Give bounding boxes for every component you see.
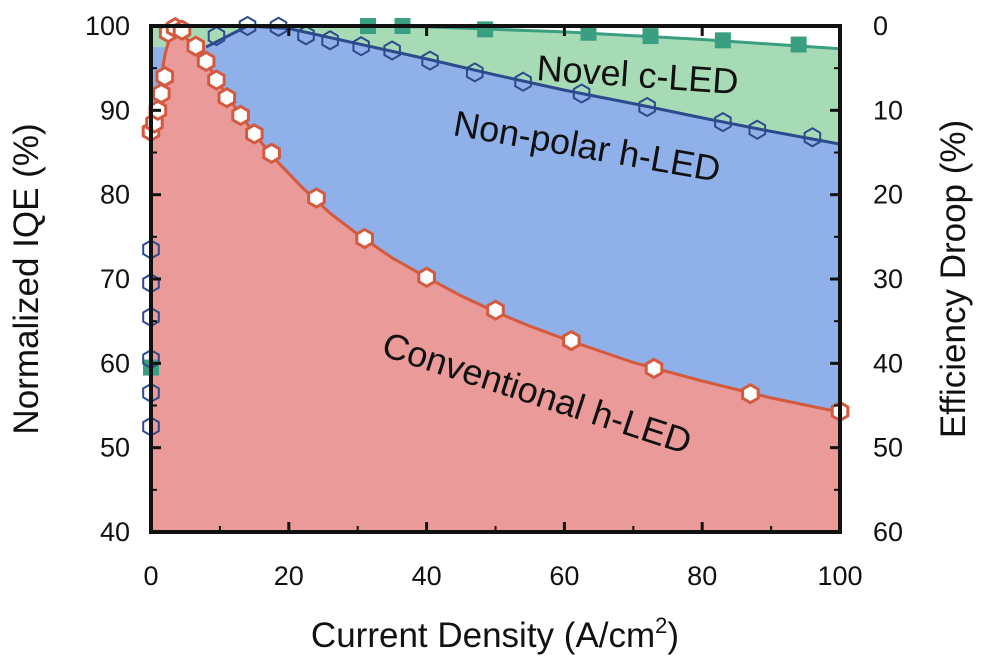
marker-series2-12 [231,104,250,127]
marker-series2-10 [207,69,226,91]
marker-series2-8 [186,35,206,57]
area-conventional-h-led [151,29,840,533]
y2-tick-label-1: 50 [873,433,903,463]
marker-series1-20 [803,127,822,148]
marker-series2-4 [155,65,175,88]
y2-tick-label-2: 40 [873,348,903,378]
marker-series0-4 [580,24,597,41]
marker-series0-3 [477,21,494,38]
marker-series2-7 [172,19,192,41]
marker-series1-8 [269,16,288,37]
y-tick-label-6: 100 [85,11,130,41]
marker-series2-14 [262,142,281,165]
x-tick-label-0: 0 [143,561,158,591]
x-tick-label-2: 40 [412,561,442,591]
marker-series2-21 [741,382,760,405]
y2-tick-label-5: 10 [873,95,903,125]
marker-series1-19 [748,119,767,140]
y-tick-label-1: 50 [100,433,130,463]
marker-series1-15 [514,71,532,92]
x-axis-title: Current Density (A/cm2) [311,613,679,655]
y-axis-title: Normalized IQE (%) [7,123,46,434]
y-tick-label-4: 80 [100,180,130,210]
x-tick-label-3: 60 [549,561,579,591]
marker-series1-14 [466,62,484,83]
marker-series0-6 [714,32,731,49]
y2-tick-label-3: 30 [873,264,903,294]
x-tick-label-5: 100 [817,561,862,591]
marker-series2-13 [245,123,264,145]
marker-series1-17 [638,96,656,118]
y2-tick-label-0: 60 [873,517,903,547]
marker-series1-7 [238,15,257,37]
marker-series2-11 [217,86,237,109]
y-tick-label-0: 40 [100,517,130,547]
marker-series2-9 [196,50,216,73]
x-tick-label-4: 80 [687,561,717,591]
marker-series2-18 [486,299,505,321]
y2-axis-title: Efficiency Droop (%) [934,120,973,438]
marker-series1-16 [572,83,591,104]
marker-series1-6 [207,25,226,47]
marker-series1-13 [421,50,439,71]
marker-series2-16 [355,227,374,250]
marker-series2-15 [307,187,326,209]
marker-series0-7 [790,36,807,53]
marker-series1-18 [714,111,732,133]
area-fills [151,26,840,533]
marker-series2-3 [152,82,171,105]
y-tick-label-5: 90 [100,95,130,125]
marker-series2-20 [644,357,664,380]
y-tick-label-2: 60 [100,348,130,378]
y-tick-label-3: 70 [100,264,130,294]
y2-tick-label-4: 20 [873,180,903,210]
marker-series0-5 [642,28,659,45]
marker-series2-19 [562,329,581,352]
marker-series1-9 [297,25,315,46]
marker-series1-12 [383,40,401,61]
y2-tick-label-6: 0 [873,11,888,41]
marker-series1-11 [352,36,370,57]
marker-series1-10 [321,30,339,51]
marker-series2-17 [417,266,436,289]
x-tick-label-1: 20 [274,561,304,591]
